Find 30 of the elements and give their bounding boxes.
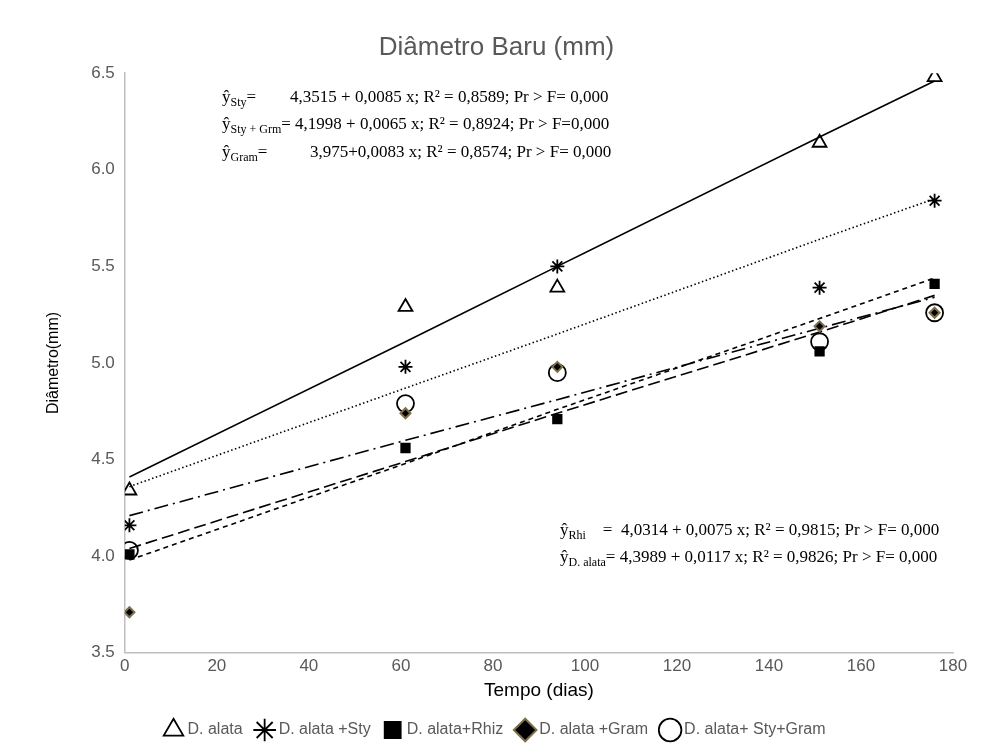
legend-label: D. alata+ Sty+Gram	[684, 720, 826, 738]
y-axis-title: Diâmetro(mm)	[44, 311, 62, 415]
annotation: ŷ$_{Gram}$= 3,975+0,0083 x; R² = 0,8574; Pr > F= 0,000	[222, 140, 612, 167]
y-tick-label: 4.5	[91, 449, 115, 469]
y-tick-label: 5.5	[91, 256, 115, 276]
y-tick-label: 5.0	[91, 352, 115, 372]
y-tick-label: 6.0	[91, 159, 115, 179]
annotation: ŷ$_{Sty + Grm}$= 4,1998 + 0,0065 x; R² = 0,8924; Pr > F=0,000	[222, 113, 611, 139]
x-tick-label: 180	[938, 655, 968, 675]
text: ŷ$_{Rhi}$ = 4,0314 + 0,0075 x; R² = 0,9815; Pr > F= 0,000	[560, 520, 940, 543]
x-axis-title: Tempo (dias)	[484, 678, 594, 700]
annotation: ŷ$_{D. alata}$= 4,3989 + 0,0117 x; R² = 0,9826; Pr > F= 0,000	[560, 546, 939, 572]
x-tick-label: 60	[391, 655, 411, 675]
x-tick-label: 80	[483, 655, 503, 675]
legend-label: D. alata +Gram	[539, 720, 649, 738]
x-tick-label: 140	[754, 655, 784, 675]
x-tick-label: 100	[570, 655, 600, 675]
legend-label: D. alata+Rhiz	[406, 720, 504, 738]
x-tick-label: 160	[846, 655, 876, 675]
annotation: ŷ$_{Sty}$= 4,3515 + 0,0085 x; R² = 0,8589; Pr > F= 0,000	[222, 86, 610, 112]
legend-label: D. alata	[187, 720, 243, 738]
x-tick-label: 120	[662, 655, 692, 675]
y-tick-label: 3.5	[91, 642, 115, 662]
x-tick-label: 20	[207, 655, 227, 675]
x-tick-label: 40	[299, 655, 319, 675]
y-tick-label: 4.0	[91, 545, 115, 565]
x-tick-label: 0	[120, 655, 130, 675]
chart-title: Diâmetro Baru (mm)	[378, 30, 615, 61]
legend-label: D. alata +Sty	[278, 720, 371, 738]
y-tick-label: 6.5	[91, 62, 115, 82]
